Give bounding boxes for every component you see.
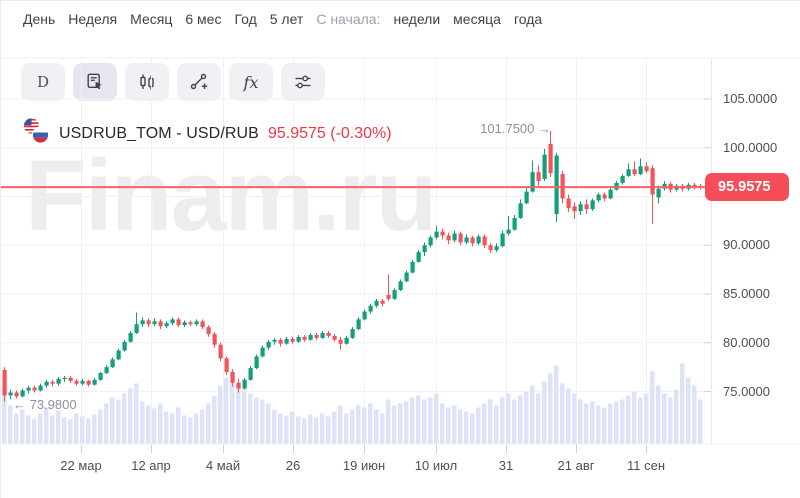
sliders-icon [293, 72, 313, 92]
y-axis-label: 90.0000 [723, 237, 770, 253]
period-tab-1[interactable]: День [23, 11, 56, 27]
usd-rub-flags-icon [23, 118, 50, 149]
from-start-option-1[interactable]: недели [393, 11, 441, 27]
x-axis-label: 10 июл [414, 458, 458, 473]
draw-trendline-button[interactable] [177, 63, 221, 101]
interval-d-button[interactable]: D [21, 63, 65, 101]
chart-toolbar: D [21, 63, 325, 101]
trendline-plus-icon [189, 72, 209, 92]
from-start-label: С начала: [316, 11, 381, 27]
x-axis-label: 4 май [205, 458, 241, 473]
settings-button[interactable] [281, 63, 325, 101]
from-start-option-3[interactable]: года [513, 11, 543, 27]
from-start-option-2[interactable]: месяца [453, 11, 501, 27]
x-axis-label: 22 мар [60, 458, 102, 473]
instrument-header: USDRUB_TOM - USD/RUB 95.9575 (-0.30%) [23, 118, 392, 149]
letter-d-icon: D [36, 73, 50, 91]
x-axis-label: 12 апр [131, 458, 171, 473]
y-axis-label: 100.0000 [723, 139, 778, 155]
period-tab-6[interactable]: 5 лет [269, 11, 304, 27]
low-annotation: ← 73.9800 [13, 397, 77, 412]
current-price-tag: 95.9575 [705, 173, 789, 202]
period-selector: День Неделя Месяц 6 мес Год 5 лет С начала: н… [23, 11, 542, 27]
x-axis-label: 19 июн [342, 458, 386, 473]
chart-type-button[interactable] [125, 63, 169, 101]
x-axis-label: 21 авг [557, 458, 595, 473]
period-tab-4[interactable]: 6 мес [185, 11, 222, 27]
period-tab-3[interactable]: Месяц [130, 11, 173, 27]
x-axis-label: 11 сен [626, 458, 666, 473]
last-price: 95.9575 (-0.30%) [267, 124, 392, 142]
period-tab-2[interactable]: Неделя [68, 11, 118, 27]
high-annotation: 101.7500 → [480, 121, 551, 136]
period-tab-5[interactable]: Год [234, 11, 257, 27]
indicators-button[interactable]: fx [229, 63, 273, 101]
y-axis-label: 80.0000 [723, 334, 770, 350]
y-axis-label: 105.0000 [723, 91, 778, 106]
doc-cursor-icon [85, 72, 105, 92]
period-tabs: День Неделя Месяц 6 мес Год 5 лет [23, 11, 303, 27]
ticker-name: USDRUB_TOM - USD/RUB [59, 124, 259, 142]
y-axis-label: 85.0000 [723, 286, 770, 301]
x-axis-label: 26 [285, 458, 301, 473]
fx-icon: fx [243, 72, 259, 92]
chart-notes-button[interactable] [73, 63, 117, 101]
from-start-options: недели месяца года [393, 11, 542, 27]
x-axis-label: 31 [498, 458, 514, 473]
y-axis-label: 75.0000 [723, 383, 770, 399]
